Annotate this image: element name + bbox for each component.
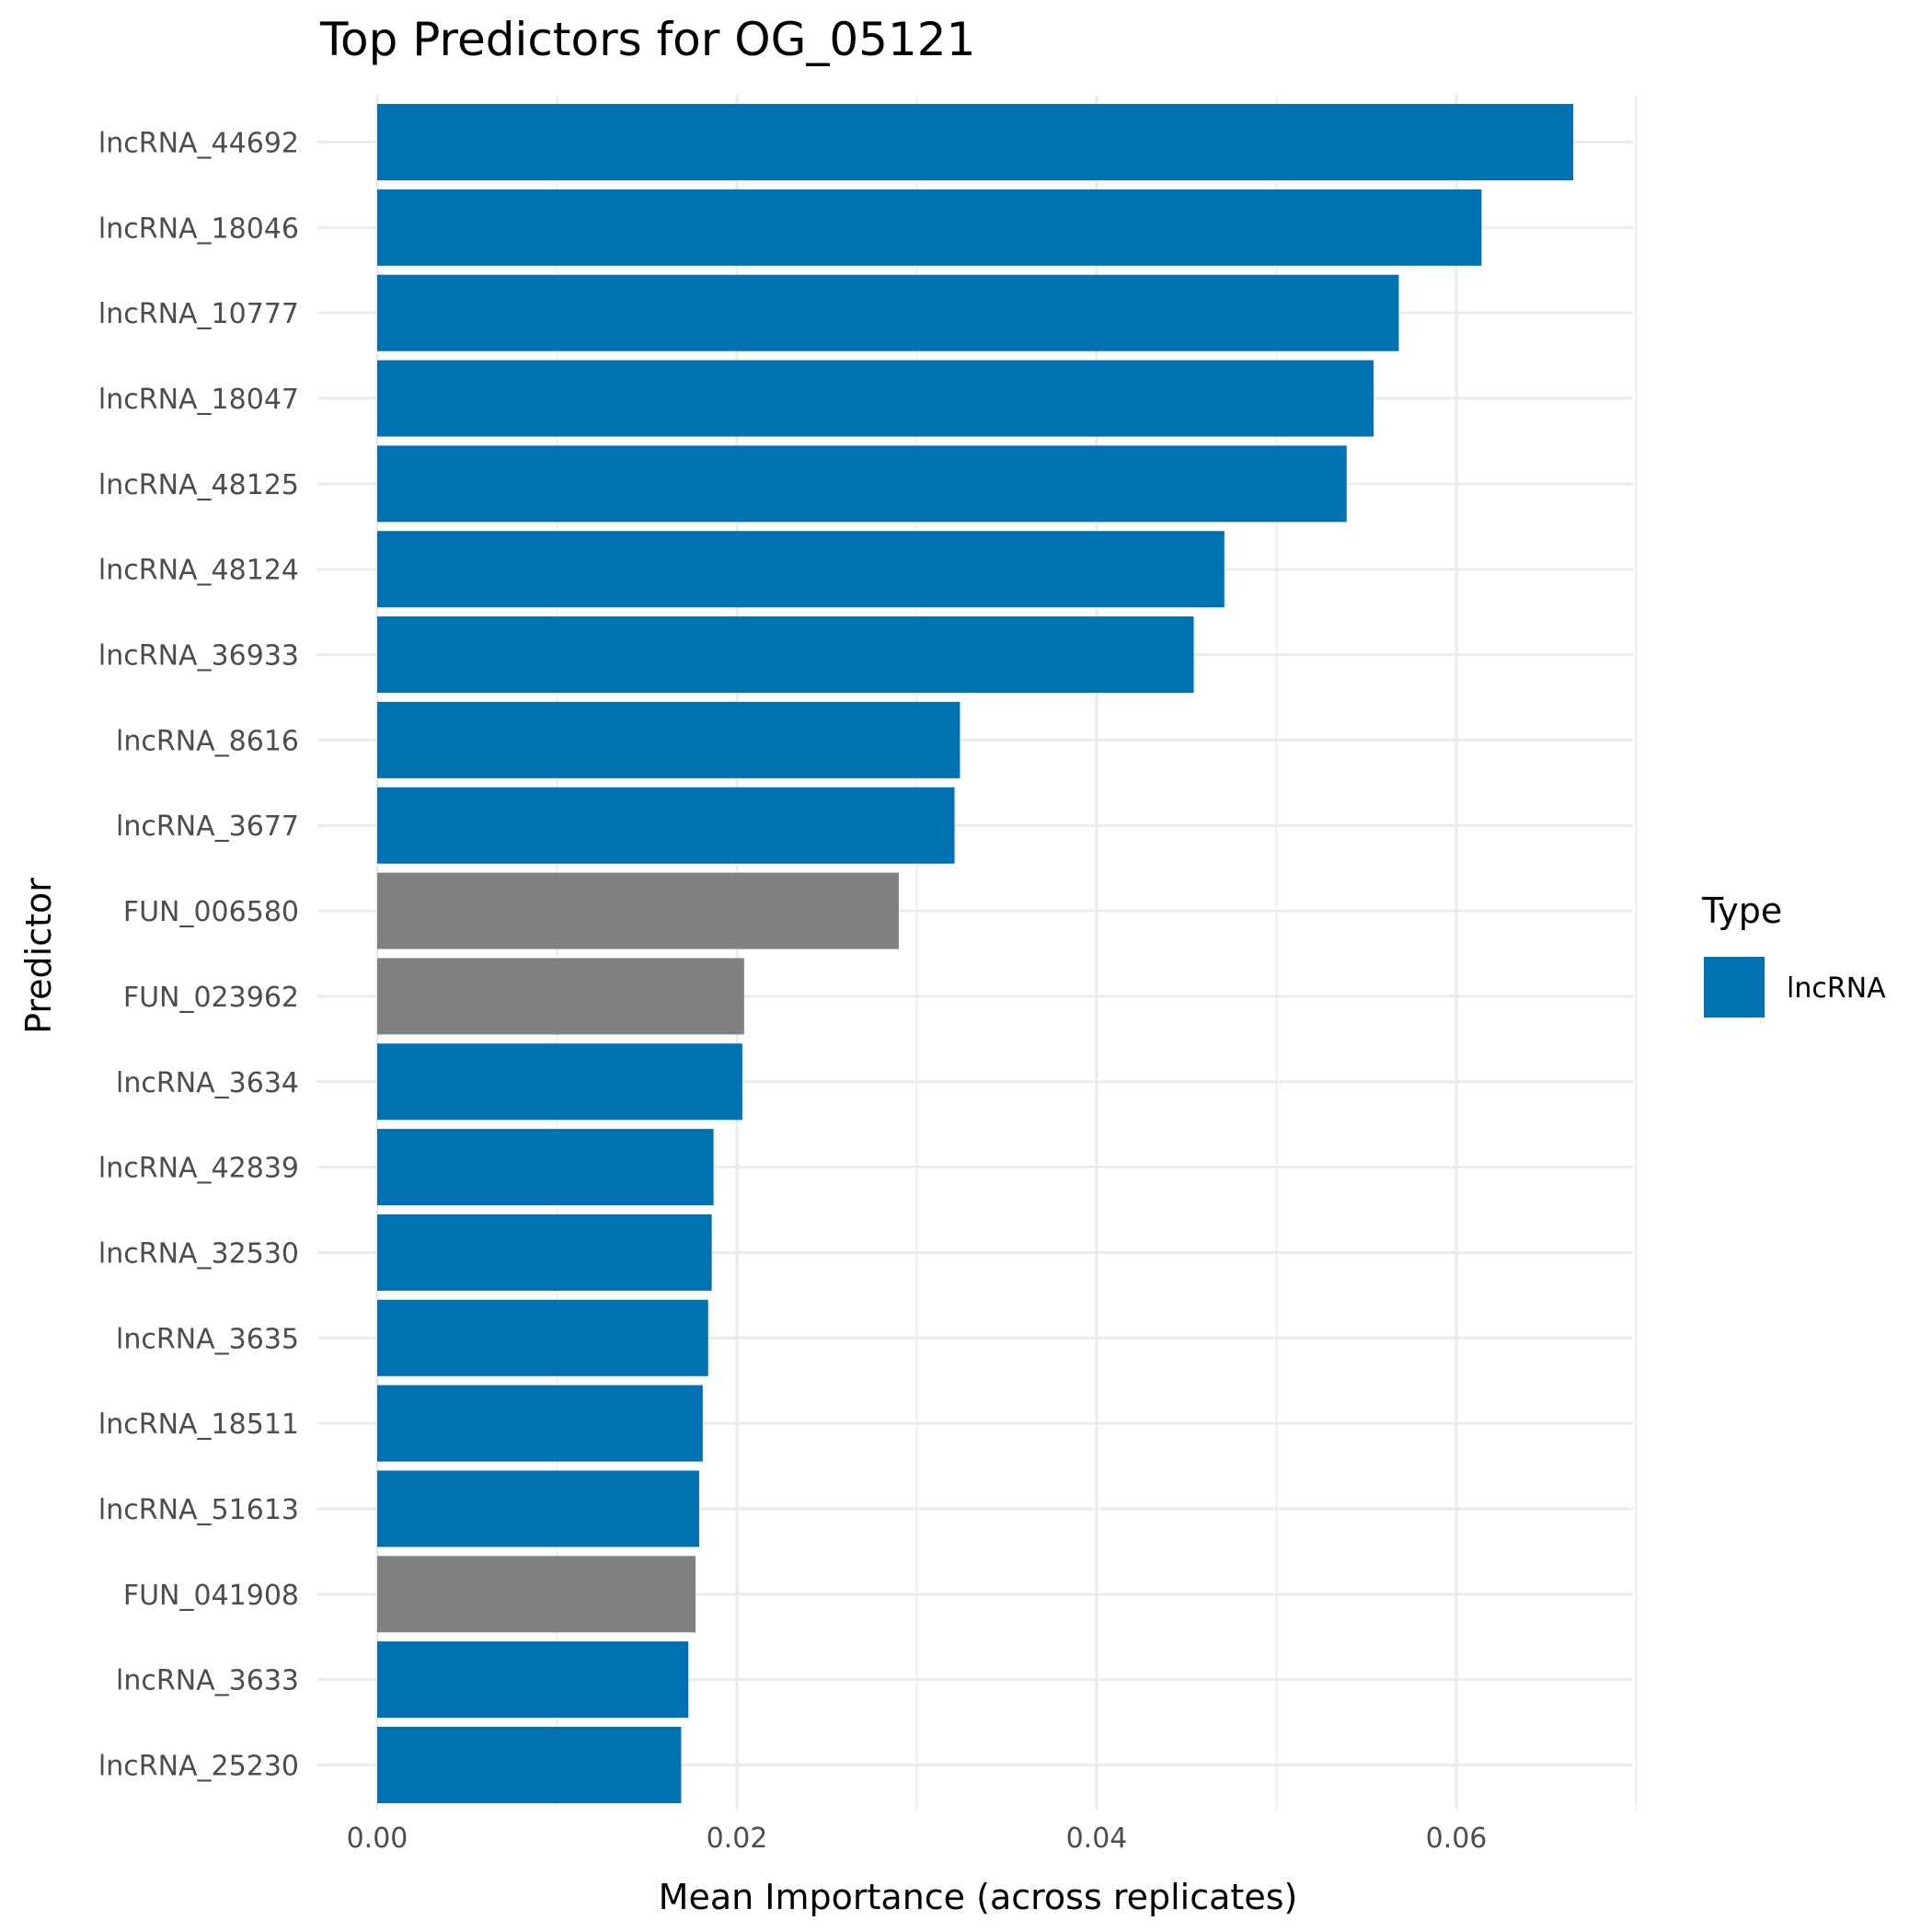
x-axis-title: Mean Importance (across replicates): [659, 1877, 1298, 1917]
bars: [377, 104, 1574, 1803]
y-tick-label: lncRNA_3634: [116, 1067, 299, 1099]
y-tick-label: lncRNA_18046: [98, 213, 299, 245]
y-tick-label: lncRNA_42839: [98, 1153, 299, 1185]
bar-lncrna-25230: [377, 1727, 682, 1803]
y-tick-label: lncRNA_8616: [116, 725, 299, 757]
bar-lncrna-48124: [377, 531, 1225, 608]
y-tick-label: lncRNA_18047: [98, 384, 299, 416]
legend-label-lncrna: lncRNA: [1787, 972, 1886, 1005]
y-tick-labels: lncRNA_44692 lncRNA_18046 lncRNA_10777 lncR…: [98, 128, 299, 1783]
bar-lncrna-10777: [377, 274, 1399, 351]
y-tick-label: lncRNA_32530: [98, 1237, 299, 1270]
y-tick-label: lncRNA_51613: [98, 1494, 299, 1526]
x-tick-label: 0.04: [1066, 1823, 1128, 1855]
bar-lncrna-18046: [377, 189, 1482, 266]
legend-title: Type: [1701, 891, 1782, 931]
x-tick-label: 0.06: [1426, 1823, 1488, 1855]
y-tick-label: lncRNA_25230: [98, 1751, 299, 1783]
y-tick-label: lncRNA_44692: [98, 128, 299, 160]
y-tick-label: lncRNA_18511: [98, 1409, 299, 1441]
y-tick-label: lncRNA_10777: [98, 298, 299, 330]
y-axis-title: Predictor: [18, 878, 59, 1034]
y-tick-label: FUN_023962: [123, 982, 299, 1014]
bar-lncrna-3635: [377, 1299, 708, 1376]
bar-lncrna-3633: [377, 1641, 689, 1719]
bar-lncrna-18047: [377, 360, 1374, 437]
y-tick-label: FUN_006580: [123, 896, 299, 928]
bar-fun-023962: [377, 958, 744, 1035]
bar-lncrna-48125: [377, 445, 1347, 523]
bar-lncrna-42839: [377, 1129, 714, 1206]
bar-lncrna-51613: [377, 1470, 699, 1547]
bar-lncrna-3634: [377, 1043, 742, 1121]
legend-key-lncrna: [1704, 957, 1765, 1018]
x-tick-label: 0.02: [707, 1823, 768, 1855]
bar-lncrna-8616: [377, 701, 960, 778]
y-tick-label: lncRNA_48124: [98, 555, 299, 587]
bar-lncrna-3677: [377, 787, 955, 864]
y-tick-label: lncRNA_3635: [116, 1323, 299, 1355]
y-tick-label: lncRNA_3633: [116, 1665, 299, 1697]
bar-lncrna-18511: [377, 1385, 703, 1462]
legend: Type lncRNA: [1701, 891, 1886, 1018]
y-tick-label: lncRNA_36933: [98, 640, 299, 673]
bar-lncrna-44692: [377, 104, 1574, 180]
y-tick-label: lncRNA_48125: [98, 469, 299, 501]
y-tick-label: lncRNA_3677: [116, 811, 299, 843]
bar-lncrna-32530: [377, 1213, 712, 1291]
y-tick-label: FUN_041908: [123, 1580, 299, 1612]
x-tick-labels: 0.00 0.02 0.04 0.06: [347, 1823, 1488, 1855]
bar-fun-041908: [377, 1556, 696, 1633]
x-tick-label: 0.00: [347, 1823, 408, 1855]
chart-title: Top Predictors for OG_05121: [319, 13, 975, 66]
bar-fun-006580: [377, 872, 899, 949]
bar-lncrna-36933: [377, 616, 1194, 694]
grid-lines: [317, 95, 1638, 1810]
